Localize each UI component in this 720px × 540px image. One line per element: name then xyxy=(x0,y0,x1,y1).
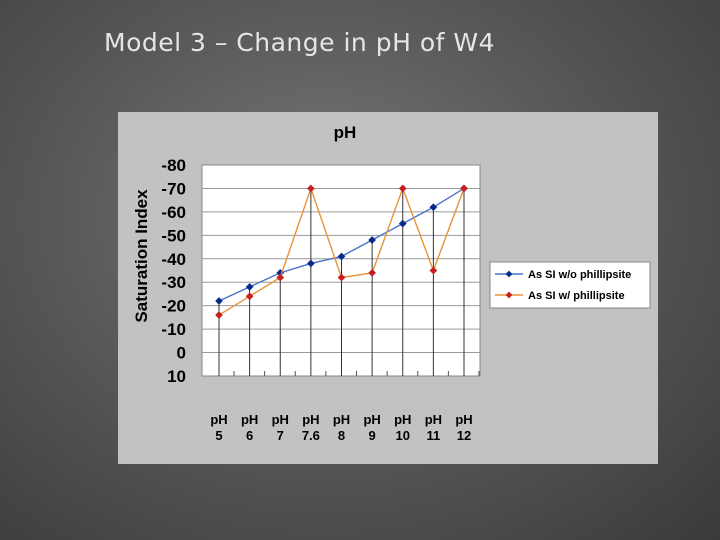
grid-layer xyxy=(202,187,480,376)
data-point xyxy=(460,184,468,193)
data-point xyxy=(306,184,315,193)
data-point xyxy=(337,273,346,282)
y-tick-label: 10 xyxy=(167,367,186,386)
x-tick-label: pH 8 xyxy=(333,412,350,443)
y-tick-label: -70 xyxy=(161,179,186,198)
legend-box xyxy=(489,261,651,309)
y-tick-label: -20 xyxy=(161,297,186,316)
data-point xyxy=(215,297,223,305)
legend-entry: As SI w/o phillipsite xyxy=(528,269,631,281)
x-tick-label: pH 6 xyxy=(241,412,258,443)
data-point xyxy=(429,266,438,275)
y-tick-label: -30 xyxy=(161,273,186,292)
data-point xyxy=(429,203,438,212)
legend-entry: As SI w/ phillipsite xyxy=(528,290,625,302)
x-tick-label: pH 11 xyxy=(425,412,442,443)
x-tick-labels: pH 5 pH 6 pH 7 pH 7.6 pH 8 pH 9 pH 10 pH 11 pH 12 xyxy=(210,412,472,443)
chart-svg: pH Saturation Index -80 -70 -60 -50 -40 -30 -2… xyxy=(132,123,651,443)
data-point xyxy=(398,184,407,193)
legend-swatch-marker xyxy=(505,291,513,299)
data-point xyxy=(245,292,254,301)
data-point xyxy=(368,236,377,244)
y-tick-labels: -80 -70 -60 -50 -40 -30 -20 -10 0 10 xyxy=(161,156,186,386)
y-tick-label: -80 xyxy=(161,156,186,175)
x-tick-label: pH 7.6 xyxy=(302,412,320,443)
x-tick-label: pH 5 xyxy=(210,412,227,443)
data-point xyxy=(368,268,377,277)
y-axis-label: Saturation Index xyxy=(132,189,151,323)
y-tick-label: -50 xyxy=(161,226,186,245)
x-tick-label: pH 12 xyxy=(455,412,472,443)
y-tick-label: -60 xyxy=(161,203,186,222)
data-point xyxy=(245,282,254,291)
data-point xyxy=(398,219,407,228)
y-tick-label: 0 xyxy=(177,344,186,363)
legend-swatch-marker xyxy=(505,270,513,278)
data-point xyxy=(215,311,223,319)
chart-title: pH xyxy=(334,123,357,142)
y-tick-label: -40 xyxy=(161,250,186,269)
data-point xyxy=(337,252,346,261)
chart-panel: pH Saturation Index -80 -70 -60 -50 -40 -30 -2… xyxy=(118,112,658,464)
legend: As SI w/o phillipsite As SI w/ phillipsit… xyxy=(489,261,651,309)
x-tick-label: pH 10 xyxy=(394,412,411,443)
data-point xyxy=(276,273,285,282)
x-tick-label: pH 7 xyxy=(272,412,289,443)
y-tick-label: -10 xyxy=(161,320,186,339)
data-point xyxy=(306,259,315,268)
series-layer xyxy=(215,184,468,319)
x-tick-label: pH 9 xyxy=(363,412,380,443)
slide-title: Model 3 – Change in pH of W4 xyxy=(104,28,495,57)
